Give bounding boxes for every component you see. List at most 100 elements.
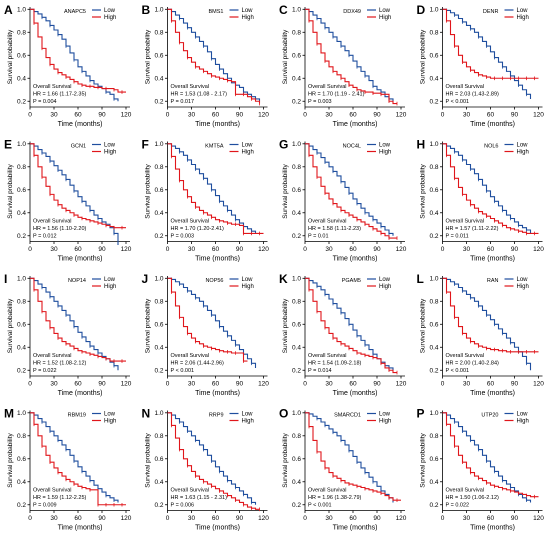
y-axis-label: Survival probability [282, 432, 289, 487]
km-curve-high [305, 277, 397, 374]
x-tick-label: 30 [50, 112, 58, 119]
km-panel-n: N Survival probability 0.2 0.4 0.6 0.8 1.0 0 30 6… [142, 407, 270, 532]
survival-title: Overall Survival [33, 84, 72, 90]
y-tick-label: 1.0 [154, 6, 163, 13]
hazard-ratio-text: HR = 2.03 (1.43-2.89) [446, 92, 500, 98]
legend-label-low: Low [104, 277, 116, 283]
x-tick-label: 30 [463, 112, 471, 119]
legend-label-low: Low [104, 143, 116, 149]
x-tick-label: 120 [396, 515, 407, 522]
y-tick-label: 0.4 [154, 210, 163, 217]
x-tick-label: 0 [28, 515, 32, 522]
y-tick-label: 0.4 [429, 210, 438, 217]
x-tick-label: 90 [236, 112, 244, 119]
y-tick-label: 0.6 [154, 52, 163, 59]
x-tick-label: 60 [74, 112, 82, 119]
x-axis-label: Time (months) [58, 390, 103, 397]
survival-title: Overall Survival [171, 488, 210, 494]
y-tick-label: 0.6 [292, 456, 301, 463]
x-tick-label: 120 [258, 381, 269, 388]
y-tick-label: 0.8 [154, 29, 163, 36]
legend-label-high: High [517, 15, 529, 21]
y-tick-label: 0.8 [17, 433, 26, 440]
gene-label: KMT5A [205, 144, 224, 150]
x-tick-label: 120 [396, 112, 407, 119]
gene-label: DDX49 [343, 9, 361, 15]
km-curve-high [305, 412, 401, 501]
y-tick-label: 0.6 [154, 456, 163, 463]
gene-label: RRP9 [209, 413, 224, 419]
x-tick-label: 60 [74, 246, 82, 253]
legend-label-high: High [517, 284, 529, 290]
hazard-ratio-text: HR = 1.50 (1.06-2.12) [446, 495, 500, 501]
panel-letter: C [279, 3, 288, 17]
y-axis-label: Survival probability [420, 29, 427, 84]
survival-title: Overall Survival [33, 219, 72, 225]
x-tick-label: 30 [50, 515, 58, 522]
x-tick-label: 0 [28, 246, 32, 253]
legend-label-low: Low [242, 143, 254, 149]
x-tick-label: 90 [236, 515, 244, 522]
survival-title: Overall Survival [308, 219, 347, 225]
y-tick-label: 1.0 [154, 410, 163, 417]
gene-label: ANAPC5 [64, 9, 86, 15]
x-tick-label: 0 [303, 381, 307, 388]
y-tick-label: 0.4 [154, 75, 163, 82]
legend-label-high: High [104, 284, 116, 290]
p-value-text: P = 0.022 [33, 368, 57, 374]
legend-label-high: High [379, 419, 391, 425]
hazard-ratio-text: HR = 1.70 (1.19 - 2.41) [308, 92, 365, 98]
legend-label-low: Low [104, 412, 116, 418]
gene-label: NOP56 [205, 278, 223, 284]
x-tick-label: 30 [463, 246, 471, 253]
x-tick-label: 30 [463, 515, 471, 522]
panel-letter: E [4, 138, 12, 152]
y-tick-label: 1.0 [17, 275, 26, 282]
km-panel-p: P Survival probability 0.2 0.4 0.6 0.8 1.0 0 30 6… [417, 407, 545, 532]
y-axis-label: Survival probability [282, 163, 289, 218]
survival-title: Overall Survival [171, 219, 210, 225]
km-panel-a: A Survival probability 0.2 0.4 0.6 0.8 1.0 0 30 6… [4, 3, 132, 128]
x-tick-label: 30 [188, 515, 196, 522]
x-tick-label: 90 [373, 112, 381, 119]
p-value-text: P < 0.001 [171, 368, 195, 374]
hazard-ratio-text: HR = 1.56 (1.10-2.20) [33, 226, 87, 232]
y-tick-label: 0.4 [292, 210, 301, 217]
km-curve-high [167, 143, 264, 234]
p-value-text: P < 0.001 [446, 99, 470, 105]
x-tick-label: 0 [166, 515, 170, 522]
x-axis-label: Time (months) [333, 525, 378, 532]
survival-title: Overall Survival [308, 84, 347, 90]
km-curve-high [30, 8, 126, 93]
x-tick-label: 60 [349, 246, 357, 253]
km-panel-f: F Survival probability 0.2 0.4 0.6 0.8 1.0 0 30 6… [142, 138, 270, 263]
x-axis-label: Time (months) [58, 256, 103, 263]
y-tick-label: 0.6 [17, 187, 26, 194]
survival-title: Overall Survival [446, 219, 485, 225]
km-curve-high [442, 277, 539, 353]
legend-label-low: Low [379, 412, 391, 418]
hazard-ratio-text: HR = 1.53 (1.08 - 2.17) [171, 92, 228, 98]
km-panel-o: O Survival probability 0.2 0.4 0.6 0.8 1.0 0 30 6… [279, 407, 407, 532]
x-axis-label: Time (months) [470, 525, 515, 532]
x-tick-label: 30 [188, 246, 196, 253]
y-tick-label: 0.8 [17, 298, 26, 305]
panel-letter: J [142, 272, 149, 286]
legend-label-low: Low [517, 143, 529, 149]
x-tick-label: 90 [236, 246, 244, 253]
gene-label: BMS1 [209, 9, 224, 15]
panel-letter: F [142, 138, 149, 152]
x-tick-label: 60 [74, 515, 82, 522]
x-tick-label: 60 [487, 515, 495, 522]
y-tick-label: 0.4 [292, 75, 301, 82]
y-tick-label: 0.6 [429, 456, 438, 463]
panel-letter: I [4, 272, 7, 286]
x-tick-label: 0 [441, 515, 445, 522]
x-tick-label: 0 [303, 112, 307, 119]
y-tick-label: 0.2 [17, 98, 26, 105]
y-tick-label: 0.4 [292, 344, 301, 351]
y-tick-label: 0.2 [154, 233, 163, 240]
y-tick-label: 0.8 [154, 298, 163, 305]
